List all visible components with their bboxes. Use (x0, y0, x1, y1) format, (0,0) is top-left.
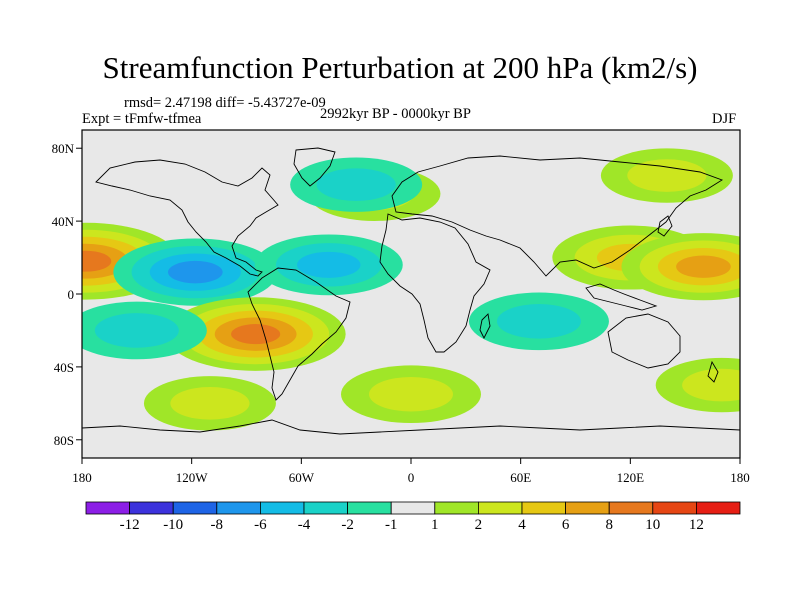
colorbar-swatch (85, 501, 130, 515)
anomaly-southern-ocean-east-high (655, 357, 740, 413)
colorbar-swatch (216, 501, 261, 515)
colorbar-label: 10 (645, 517, 661, 533)
colorbar-swatch (129, 501, 174, 515)
colorbar-swatch (172, 501, 218, 515)
colorbar-swatch (347, 501, 392, 515)
colorbar-label: 8 (605, 517, 613, 533)
anomaly-contour (297, 251, 361, 278)
colorbar-swatch (521, 501, 566, 515)
coast-greenland (293, 147, 336, 187)
colorbar (85, 501, 741, 515)
colorbar-label: 6 (561, 517, 570, 533)
colorbar-label: -1 (384, 517, 398, 533)
colorbar-label: -4 (297, 517, 311, 533)
coastlines (82, 147, 740, 435)
anomaly-contour (316, 168, 396, 201)
colorbar-swatch (696, 501, 741, 515)
contour-field (82, 148, 740, 431)
anomaly-south-america-high (165, 297, 346, 371)
lat-tick-label: 40S (54, 360, 74, 375)
anomaly-contour (676, 255, 731, 278)
axis-ticks: 180 120W 60W 0 60E 120E 180 80N 40N 0 40S 80S (52, 141, 750, 485)
colorbar-label: 2 (474, 517, 483, 533)
lon-tick-label: 120E (617, 470, 645, 485)
coast-antarctica (82, 419, 740, 435)
colorbar-label: -6 (254, 517, 267, 533)
coast-north-america (95, 159, 279, 277)
season-label: DJF (712, 111, 737, 127)
lon-tick-label: 60W (289, 470, 315, 485)
experiment-label: Expt = tFmfw-tfmea (82, 111, 202, 127)
anomaly-contour (94, 313, 179, 348)
coast-new-zealand (707, 360, 719, 383)
colorbar-swatch (652, 501, 697, 515)
anomaly-contour (682, 368, 740, 402)
coast-indonesia (585, 283, 658, 311)
anomaly-contour (496, 304, 581, 339)
colorbar-label: -12 (119, 517, 140, 533)
lat-tick-label: 80N (52, 141, 75, 156)
lat-tick-label: 0 (68, 287, 75, 302)
coast-madagascar (479, 313, 491, 340)
colorbar-swatch (390, 501, 436, 515)
coast-africa (379, 213, 491, 353)
anomaly-contour (369, 376, 453, 412)
colorbar-swatch (565, 501, 610, 515)
anomaly-indian-ocean-low (468, 292, 609, 351)
colorbar-label: 4 (518, 517, 526, 533)
colorbar-label: -2 (341, 517, 354, 533)
anomaly-caribbean-low (254, 234, 403, 296)
lat-tick-label: 80S (54, 433, 74, 448)
anomaly-north-atlantic-low (290, 157, 423, 212)
lon-tick-label: 180 (72, 470, 92, 485)
lon-tick-label: 120W (176, 470, 209, 485)
coast-japan (657, 215, 673, 237)
anomaly-contour (170, 387, 250, 420)
colorbar-swatch (259, 501, 305, 515)
anomaly-north-pacific-high (621, 233, 740, 301)
coast-eurasia (391, 155, 724, 277)
colorbar-swatch (303, 501, 348, 515)
colorbar-swatch (477, 501, 523, 515)
lon-tick-label: 180 (730, 470, 750, 485)
anomaly-southern-ocean-high (341, 365, 481, 424)
anomaly-contour (167, 260, 223, 284)
colorbar-swatch (608, 501, 654, 515)
lat-tick-label: 40N (52, 214, 75, 229)
colorbar-label: 1 (431, 517, 439, 533)
anomaly-siberia-high (600, 148, 733, 203)
lon-tick-label: 60E (510, 470, 531, 485)
colorbar-swatch (434, 501, 479, 515)
period-label: 2992kyr BP - 0000kyr BP (320, 106, 471, 122)
anomaly-contour (82, 250, 112, 272)
colorbar-label: -8 (210, 517, 224, 533)
anomaly-contour (231, 324, 281, 345)
plot-title: Streamfunction Perturbation at 200 hPa (… (102, 50, 698, 85)
colorbar-label: -10 (163, 517, 184, 533)
stats-text: rmsd= 2.47198 diff= -5.43727e-09 (124, 95, 326, 111)
coast-south-america (247, 267, 351, 401)
anomaly-southern-ocean-west-high (143, 376, 276, 431)
colorbar-label: 12 (688, 517, 704, 533)
coast-australia (607, 313, 681, 369)
lon-tick-label: 0 (408, 470, 415, 485)
anomaly-contour (627, 159, 707, 192)
anomaly-south-pacific-low (82, 301, 207, 360)
anomaly-east-pacific-low-nh (113, 238, 278, 306)
